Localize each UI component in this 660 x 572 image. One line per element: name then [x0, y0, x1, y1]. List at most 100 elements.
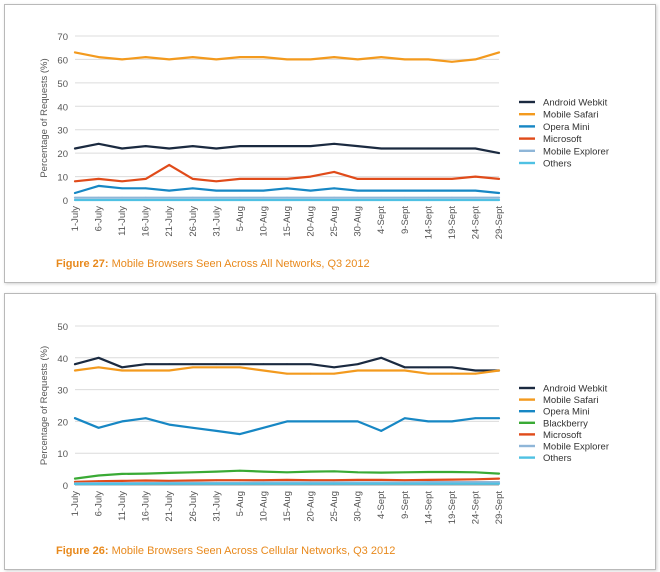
x-tick-label: 19-Sept: [447, 206, 458, 240]
data-point: [262, 196, 265, 199]
data-point: [474, 417, 477, 420]
data-point: [215, 470, 218, 473]
y-tick-label: 70: [57, 32, 68, 43]
data-point: [191, 366, 194, 369]
data-point: [450, 481, 453, 484]
data-point: [498, 481, 500, 484]
data-point: [74, 417, 76, 420]
data-point: [286, 196, 288, 199]
data-point: [144, 56, 147, 58]
data-point: [238, 145, 241, 148]
data-point: [215, 199, 218, 201]
y-tick-label: 20: [57, 149, 68, 160]
data-point: [97, 426, 100, 429]
data-point: [450, 420, 453, 423]
data-point: [262, 363, 265, 366]
data-point: [403, 369, 406, 372]
data-point: [403, 189, 406, 192]
data-point: [498, 369, 500, 372]
y-tick-label: 10: [57, 449, 68, 460]
data-point: [121, 147, 124, 150]
data-point: [238, 479, 241, 482]
data-point: [168, 189, 171, 192]
data-point: [168, 163, 171, 166]
data-point: [144, 472, 147, 475]
data-point: [333, 56, 336, 58]
data-point: [403, 199, 406, 201]
data-point: [286, 372, 288, 375]
data-point: [74, 369, 76, 372]
data-point: [333, 479, 336, 482]
data-point: [403, 417, 406, 420]
data-point: [450, 372, 453, 375]
data-point: [427, 147, 430, 150]
x-tick-label: 11-July: [117, 491, 128, 521]
data-point: [97, 196, 100, 199]
data-point: [498, 178, 500, 180]
data-point: [403, 178, 406, 180]
figure-caption-text: Mobile Browsers Seen Across Cellular Net…: [111, 545, 396, 557]
data-point: [333, 187, 336, 190]
data-point: [286, 145, 288, 148]
data-point: [403, 58, 406, 61]
data-point: [427, 366, 430, 369]
data-point: [309, 58, 312, 61]
data-point: [309, 372, 312, 375]
data-point: [191, 482, 194, 485]
data-point: [380, 482, 383, 485]
x-tick-label: 15-Aug: [282, 206, 293, 237]
data-point: [74, 147, 76, 150]
data-point: [474, 199, 477, 201]
y-axis-label: Percentage of Requests (%): [39, 346, 50, 465]
x-tick-label: 6-July: [94, 206, 105, 232]
data-point: [380, 356, 383, 359]
x-tick-label: 4-Sept: [376, 491, 387, 519]
data-point: [380, 196, 383, 199]
x-tick-label: 16-July: [141, 491, 152, 522]
x-tick-label: 5-Aug: [235, 206, 246, 231]
data-point: [427, 58, 430, 61]
x-tick-label: 29-Sept: [494, 206, 505, 240]
data-point: [144, 363, 147, 366]
data-point: [403, 471, 406, 474]
data-point: [450, 471, 453, 473]
data-point: [403, 147, 406, 150]
data-point: [168, 472, 171, 474]
x-tick-label: 21-July: [164, 491, 175, 522]
data-point: [333, 199, 336, 201]
data-point: [427, 199, 430, 201]
legend-label: Android Webkit: [543, 384, 608, 395]
y-tick-label: 0: [63, 196, 68, 207]
series-line: [73, 51, 501, 63]
data-point: [121, 366, 124, 369]
data-point: [121, 199, 124, 201]
series-line: [73, 142, 501, 155]
data-point: [450, 478, 453, 481]
legend-label: Mobile Explorer: [543, 442, 609, 453]
data-point: [498, 199, 500, 201]
data-point: [215, 147, 218, 150]
data-point: [450, 147, 453, 150]
x-tick-label: 4-Sept: [376, 206, 387, 234]
data-point: [262, 482, 265, 485]
data-point: [380, 199, 383, 201]
data-point: [309, 479, 312, 482]
data-point: [97, 356, 100, 359]
legend-label: Microsoft: [543, 134, 582, 145]
data-point: [427, 479, 430, 481]
data-point: [309, 420, 312, 423]
data-point: [474, 372, 477, 375]
data-point: [121, 472, 124, 475]
data-point: [144, 178, 147, 180]
data-point: [262, 479, 265, 482]
data-point: [474, 471, 477, 474]
data-point: [474, 482, 477, 485]
data-point: [262, 426, 265, 429]
data-point: [74, 180, 76, 183]
legend-label: Mobile Explorer: [543, 146, 609, 157]
data-point: [238, 433, 241, 436]
x-tick-label: 1-July: [70, 491, 81, 517]
data-point: [286, 363, 288, 366]
data-point: [309, 199, 312, 201]
data-point: [474, 58, 477, 61]
